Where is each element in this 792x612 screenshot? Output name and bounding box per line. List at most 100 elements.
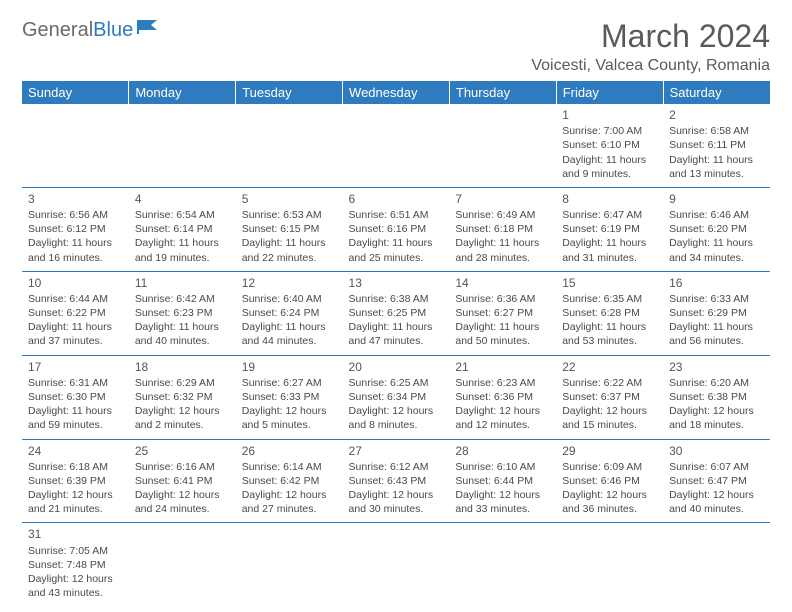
sunset-line: Sunset: 6:14 PM (135, 222, 230, 236)
sunset-line: Sunset: 6:12 PM (28, 222, 123, 236)
day-number: 28 (455, 443, 550, 459)
sunset-line: Sunset: 6:18 PM (455, 222, 550, 236)
daylight-line: Daylight: 12 hours and 33 minutes. (455, 488, 550, 516)
calendar-week: 3Sunrise: 6:56 AMSunset: 6:12 PMDaylight… (22, 187, 770, 271)
daylight-line: Daylight: 11 hours and 13 minutes. (669, 153, 764, 181)
daylight-line: Daylight: 11 hours and 22 minutes. (242, 236, 337, 264)
daylight-line: Daylight: 12 hours and 27 minutes. (242, 488, 337, 516)
sunset-line: Sunset: 6:42 PM (242, 474, 337, 488)
daylight-line: Daylight: 11 hours and 25 minutes. (349, 236, 444, 264)
calendar-week: 10Sunrise: 6:44 AMSunset: 6:22 PMDayligh… (22, 271, 770, 355)
day-number: 16 (669, 275, 764, 291)
sunrise-line: Sunrise: 6:22 AM (562, 376, 657, 390)
sunset-line: Sunset: 6:37 PM (562, 390, 657, 404)
sunrise-line: Sunrise: 7:00 AM (562, 124, 657, 138)
calendar-day-empty (22, 104, 129, 187)
daylight-line: Daylight: 12 hours and 36 minutes. (562, 488, 657, 516)
calendar-week: 31Sunrise: 7:05 AMSunset: 7:48 PMDayligh… (22, 523, 770, 606)
daylight-line: Daylight: 12 hours and 8 minutes. (349, 404, 444, 432)
calendar-day: 22Sunrise: 6:22 AMSunset: 6:37 PMDayligh… (556, 355, 663, 439)
sunset-line: Sunset: 6:30 PM (28, 390, 123, 404)
calendar-body: 1Sunrise: 7:00 AMSunset: 6:10 PMDaylight… (22, 104, 770, 606)
day-header: Tuesday (236, 81, 343, 104)
daylight-line: Daylight: 12 hours and 40 minutes. (669, 488, 764, 516)
calendar-day: 17Sunrise: 6:31 AMSunset: 6:30 PMDayligh… (22, 355, 129, 439)
sunset-line: Sunset: 6:25 PM (349, 306, 444, 320)
calendar-day-empty (449, 104, 556, 187)
day-number: 17 (28, 359, 123, 375)
day-number: 10 (28, 275, 123, 291)
sunset-line: Sunset: 6:29 PM (669, 306, 764, 320)
logo: GeneralBlue (22, 18, 163, 42)
sunrise-line: Sunrise: 6:51 AM (349, 208, 444, 222)
sunrise-line: Sunrise: 6:14 AM (242, 460, 337, 474)
daylight-line: Daylight: 12 hours and 24 minutes. (135, 488, 230, 516)
calendar-day: 26Sunrise: 6:14 AMSunset: 6:42 PMDayligh… (236, 439, 343, 523)
calendar-day: 14Sunrise: 6:36 AMSunset: 6:27 PMDayligh… (449, 271, 556, 355)
sunset-line: Sunset: 6:34 PM (349, 390, 444, 404)
sunset-line: Sunset: 6:15 PM (242, 222, 337, 236)
calendar-day: 27Sunrise: 6:12 AMSunset: 6:43 PMDayligh… (343, 439, 450, 523)
calendar-table: SundayMondayTuesdayWednesdayThursdayFrid… (22, 81, 770, 606)
sunrise-line: Sunrise: 6:18 AM (28, 460, 123, 474)
sunrise-line: Sunrise: 6:54 AM (135, 208, 230, 222)
sunrise-line: Sunrise: 6:35 AM (562, 292, 657, 306)
calendar-day: 28Sunrise: 6:10 AMSunset: 6:44 PMDayligh… (449, 439, 556, 523)
day-number: 2 (669, 107, 764, 123)
calendar-day-empty (343, 523, 450, 606)
day-number: 7 (455, 191, 550, 207)
sunrise-line: Sunrise: 6:12 AM (349, 460, 444, 474)
sunset-line: Sunset: 6:41 PM (135, 474, 230, 488)
day-number: 4 (135, 191, 230, 207)
daylight-line: Daylight: 11 hours and 31 minutes. (562, 236, 657, 264)
daylight-line: Daylight: 11 hours and 28 minutes. (455, 236, 550, 264)
daylight-line: Daylight: 12 hours and 21 minutes. (28, 488, 123, 516)
sunrise-line: Sunrise: 6:47 AM (562, 208, 657, 222)
sunset-line: Sunset: 6:47 PM (669, 474, 764, 488)
day-number: 24 (28, 443, 123, 459)
daylight-line: Daylight: 11 hours and 50 minutes. (455, 320, 550, 348)
day-number: 23 (669, 359, 764, 375)
day-number: 11 (135, 275, 230, 291)
day-header: Friday (556, 81, 663, 104)
daylight-line: Daylight: 11 hours and 9 minutes. (562, 153, 657, 181)
flag-icon (137, 18, 163, 42)
sunrise-line: Sunrise: 7:05 AM (28, 544, 123, 558)
sunset-line: Sunset: 6:27 PM (455, 306, 550, 320)
day-number: 12 (242, 275, 337, 291)
day-number: 18 (135, 359, 230, 375)
sunset-line: Sunset: 6:46 PM (562, 474, 657, 488)
sunrise-line: Sunrise: 6:27 AM (242, 376, 337, 390)
sunset-line: Sunset: 6:11 PM (669, 138, 764, 152)
calendar-day: 2Sunrise: 6:58 AMSunset: 6:11 PMDaylight… (663, 104, 770, 187)
sunset-line: Sunset: 7:48 PM (28, 558, 123, 572)
sunrise-line: Sunrise: 6:58 AM (669, 124, 764, 138)
day-number: 1 (562, 107, 657, 123)
sunset-line: Sunset: 6:44 PM (455, 474, 550, 488)
calendar-day: 10Sunrise: 6:44 AMSunset: 6:22 PMDayligh… (22, 271, 129, 355)
calendar-week: 24Sunrise: 6:18 AMSunset: 6:39 PMDayligh… (22, 439, 770, 523)
daylight-line: Daylight: 11 hours and 19 minutes. (135, 236, 230, 264)
sunrise-line: Sunrise: 6:25 AM (349, 376, 444, 390)
sunrise-line: Sunrise: 6:16 AM (135, 460, 230, 474)
sunset-line: Sunset: 6:10 PM (562, 138, 657, 152)
day-number: 26 (242, 443, 337, 459)
daylight-line: Daylight: 12 hours and 15 minutes. (562, 404, 657, 432)
daylight-line: Daylight: 11 hours and 59 minutes. (28, 404, 123, 432)
day-number: 22 (562, 359, 657, 375)
day-header: Sunday (22, 81, 129, 104)
sunset-line: Sunset: 6:28 PM (562, 306, 657, 320)
sunset-line: Sunset: 6:22 PM (28, 306, 123, 320)
sunset-line: Sunset: 6:20 PM (669, 222, 764, 236)
calendar-day: 20Sunrise: 6:25 AMSunset: 6:34 PMDayligh… (343, 355, 450, 439)
month-title: March 2024 (531, 18, 770, 55)
day-number: 14 (455, 275, 550, 291)
sunset-line: Sunset: 6:24 PM (242, 306, 337, 320)
day-number: 3 (28, 191, 123, 207)
day-header: Wednesday (343, 81, 450, 104)
daylight-line: Daylight: 12 hours and 5 minutes. (242, 404, 337, 432)
daylight-line: Daylight: 11 hours and 16 minutes. (28, 236, 123, 264)
sunset-line: Sunset: 6:19 PM (562, 222, 657, 236)
calendar-day: 29Sunrise: 6:09 AMSunset: 6:46 PMDayligh… (556, 439, 663, 523)
calendar-day: 21Sunrise: 6:23 AMSunset: 6:36 PMDayligh… (449, 355, 556, 439)
